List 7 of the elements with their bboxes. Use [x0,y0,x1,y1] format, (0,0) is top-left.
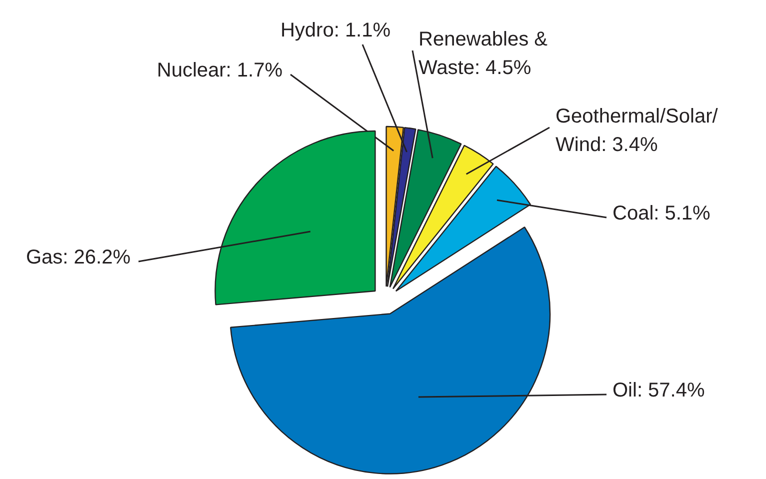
slice-label: Renewables & Waste: 4.5% [418,28,548,80]
slice-label: Gas: 26.2% [26,246,131,268]
slice-label: Oil: 57.4% [612,380,705,402]
slice-label: Geothermal/Solar/Wind: 3.4% [556,106,718,156]
slice-label: Hydro: 1.1% [280,20,391,42]
slice-label: Coal: 5.1% [612,202,711,224]
slice-label: Nuclear: 1.7% [156,60,283,82]
